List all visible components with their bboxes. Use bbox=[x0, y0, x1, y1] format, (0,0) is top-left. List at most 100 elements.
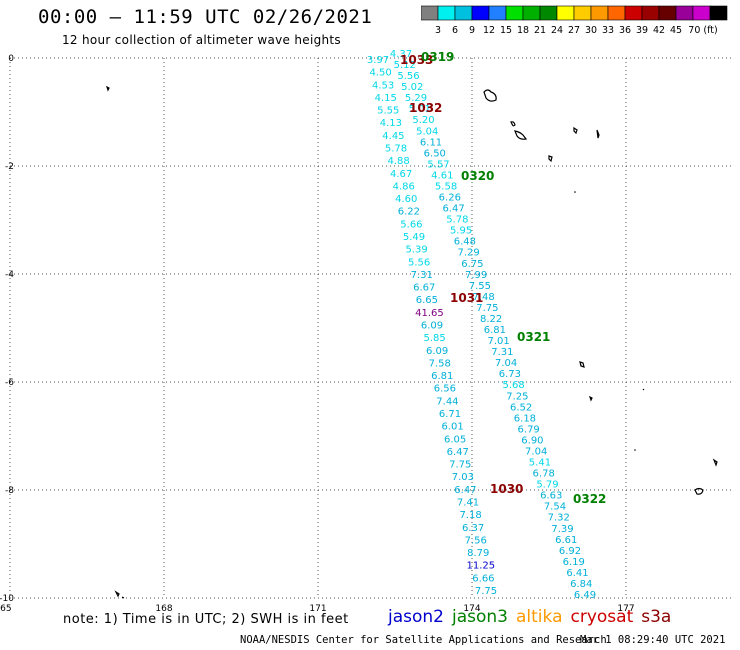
wave-height-value: 7.75 bbox=[476, 303, 498, 314]
altimeter-tracks: 3.974.504.534.155.554.134.455.784.884.67… bbox=[367, 49, 596, 601]
colorbar-swatch bbox=[488, 5, 507, 21]
wave-height-value: 6.19 bbox=[563, 557, 585, 568]
wave-height-value: 4.60 bbox=[395, 194, 417, 205]
wave-height-value: 6.37 bbox=[462, 523, 484, 534]
colorbar-swatch bbox=[556, 5, 575, 21]
wave-height-value: 6.66 bbox=[472, 573, 494, 584]
wave-height-value: 6.73 bbox=[499, 369, 521, 380]
wave-height-value: 6.09 bbox=[426, 346, 448, 357]
island-outline bbox=[694, 487, 704, 495]
pass-time-label: 0322 bbox=[573, 492, 606, 506]
wave-height-value: 7.31 bbox=[491, 347, 513, 358]
wave-height-value: 5.29 bbox=[405, 93, 427, 104]
wave-height-value: 4.86 bbox=[393, 181, 415, 192]
color-scale-bar: 3 6 9 12 15 18 21 24 27 30 33 36 39 42 45 70 (ft) bbox=[421, 5, 728, 36]
wave-height-value: 5.57 bbox=[427, 159, 449, 170]
wave-height-value: 5.56 bbox=[408, 257, 430, 268]
colorbar-label: 12 bbox=[483, 25, 495, 36]
colorbar-swatch bbox=[641, 5, 660, 21]
footer-date: Mar 1 08:29:40 UTC 2021 bbox=[580, 634, 726, 646]
wave-height-value: 4.13 bbox=[380, 118, 402, 129]
wave-height-value: 4.50 bbox=[369, 68, 391, 79]
wave-height-value: 6.79 bbox=[518, 424, 540, 435]
wave-height-value: 6.92 bbox=[559, 546, 581, 557]
wave-height-value: 7.39 bbox=[551, 524, 573, 535]
wave-height-value: 6.90 bbox=[521, 435, 543, 446]
colorbar-swatch bbox=[505, 5, 524, 21]
legend-cryosat: cryosat bbox=[570, 607, 634, 627]
islands-layer bbox=[105, 85, 718, 599]
colorbar-label: 27 bbox=[568, 25, 580, 36]
wave-height-value: 6.56 bbox=[434, 384, 456, 395]
y-tick-label: -4 bbox=[5, 270, 14, 280]
wave-height-value: 7.56 bbox=[465, 535, 487, 546]
colorbar-swatch bbox=[471, 5, 490, 21]
wave-height-value: 6.71 bbox=[439, 409, 461, 420]
y-tick-label: -6 bbox=[5, 378, 14, 388]
wave-height-value: 6.11 bbox=[420, 137, 442, 148]
wave-height-value: 6.49 bbox=[574, 590, 596, 601]
wave-height-value: 5.49 bbox=[403, 232, 425, 243]
island-outline bbox=[712, 458, 718, 467]
wave-height-value: 5.85 bbox=[423, 333, 445, 344]
wave-height-value: 8.22 bbox=[480, 314, 502, 325]
wave-height-value: 4.53 bbox=[372, 80, 394, 91]
colorbar-label: 36 bbox=[619, 25, 631, 36]
legend-jason3: jason3 bbox=[452, 607, 508, 627]
island-outline bbox=[483, 89, 497, 102]
island-dot bbox=[574, 191, 576, 193]
colorbar-label: 33 bbox=[602, 25, 614, 36]
wave-height-value: 7.75 bbox=[449, 460, 471, 471]
island-outline bbox=[596, 129, 600, 139]
wave-height-value: 4.15 bbox=[375, 93, 397, 104]
colorbar-label: 39 bbox=[636, 25, 648, 36]
wave-height-value: 7.44 bbox=[436, 396, 458, 407]
colorbar-label: 3 bbox=[435, 25, 441, 36]
wave-height-value: 6.50 bbox=[424, 148, 446, 159]
colorbar-swatch bbox=[692, 5, 711, 21]
wave-height-value: 6.81 bbox=[484, 325, 506, 336]
wave-height-value: 6.81 bbox=[431, 371, 453, 382]
colorbar-label: 18 bbox=[517, 25, 529, 36]
legend-jason2: jason2 bbox=[388, 607, 444, 627]
x-tick-label: 165 bbox=[0, 604, 12, 614]
wave-height-value: 6.47 bbox=[447, 447, 469, 458]
colorbar-label: 21 bbox=[534, 25, 546, 36]
colorbar-label: 45 bbox=[670, 25, 682, 36]
colorbar-label: 6 bbox=[452, 25, 458, 36]
wave-height-value: 4.88 bbox=[387, 156, 409, 167]
pass-time-label: 0321 bbox=[517, 330, 550, 344]
wave-height-value: 8.79 bbox=[467, 548, 489, 559]
wave-height-value: 6.47 bbox=[454, 485, 476, 496]
units-note: note: 1) Time is in UTC; 2) SWH is in fe… bbox=[63, 612, 349, 627]
island-outline bbox=[642, 388, 645, 391]
wave-height-value: 7.41 bbox=[457, 498, 479, 509]
wave-height-value: 4.37 bbox=[390, 49, 412, 60]
colorbar-label: 15 bbox=[500, 25, 512, 36]
wave-height-value: 6.22 bbox=[398, 207, 420, 218]
colorbar-swatch bbox=[709, 5, 728, 21]
footer-credit: NOAA/NESDIS Center for Satellite Applica… bbox=[240, 634, 607, 646]
wave-height-value: 6.75 bbox=[461, 259, 483, 270]
wave-height-value: 5.12 bbox=[394, 60, 416, 71]
colorbar-swatch bbox=[421, 5, 439, 21]
wave-height-value: 5.01 bbox=[409, 104, 431, 115]
wave-height-value: 6.67 bbox=[413, 283, 435, 294]
island-outline bbox=[548, 155, 553, 163]
colorbar-swatch bbox=[522, 5, 541, 21]
pass-time-label: 1032 bbox=[409, 101, 442, 115]
pass-time-label: 1031 bbox=[450, 291, 483, 305]
wave-height-value: 5.41 bbox=[529, 458, 551, 469]
colorbar-swatch bbox=[658, 5, 677, 21]
wave-height-value: 7.75 bbox=[475, 586, 497, 597]
wave-height-value: 6.41 bbox=[566, 568, 588, 579]
wave-height-value: 5.78 bbox=[446, 215, 468, 226]
wave-height-value: 5.56 bbox=[397, 71, 419, 82]
island-outline bbox=[510, 121, 516, 127]
island-outline bbox=[588, 395, 593, 402]
pass-time-label: 0320 bbox=[461, 169, 494, 183]
wave-height-value: 6.65 bbox=[416, 295, 438, 306]
wave-height-value: 5.68 bbox=[503, 380, 525, 391]
